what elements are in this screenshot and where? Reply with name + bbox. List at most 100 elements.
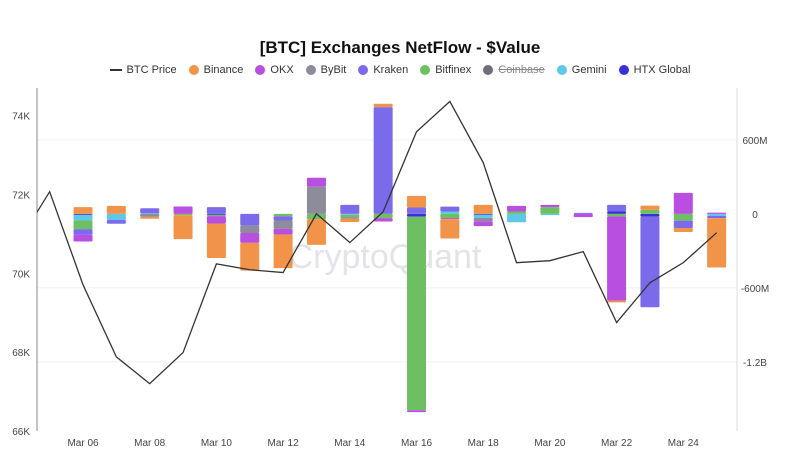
bar-segment-binance bbox=[673, 228, 693, 232]
legend-label: HTX Global bbox=[633, 64, 691, 76]
bar-segment-okx bbox=[407, 410, 426, 413]
bar-segment-kraken bbox=[707, 215, 727, 219]
dot-icon bbox=[188, 65, 199, 75]
bar-segment-bybit bbox=[473, 217, 493, 222]
right-tick-label: 0 bbox=[752, 210, 758, 221]
bar-segment-kraken bbox=[640, 216, 660, 308]
bar-segment-binance bbox=[707, 218, 727, 268]
left-tick-label: 72K bbox=[12, 190, 30, 201]
bar-segment-binance bbox=[140, 216, 160, 219]
right-tick-label: -1.2B bbox=[743, 358, 767, 369]
left-tick-label: 74K bbox=[12, 112, 30, 123]
bar-segment-htx-global bbox=[73, 213, 93, 215]
bar-segment-bitfinex bbox=[440, 213, 460, 219]
bar-segment-bitfinex bbox=[273, 213, 293, 217]
x-tick-label: Mar 06 bbox=[67, 438, 99, 449]
bar-segment-kraken bbox=[673, 220, 693, 229]
x-tick-label: Mar 10 bbox=[201, 438, 233, 449]
left-tick-label: 66K bbox=[12, 427, 30, 438]
legend-item-binance[interactable]: Binance bbox=[188, 64, 244, 76]
bar-segment-binance bbox=[306, 219, 326, 245]
legend-item-coinbase[interactable]: Coinbase bbox=[483, 64, 545, 76]
bar-segment-okx bbox=[573, 213, 593, 218]
legend: BTC Price Binance OKX ByBit Kraken Bitfi… bbox=[0, 64, 800, 76]
bar-segment-bybit bbox=[306, 186, 326, 214]
bar-segment-kraken bbox=[607, 204, 627, 212]
dot-icon bbox=[618, 65, 629, 75]
dot-icon bbox=[483, 65, 494, 75]
x-tick-label: Mar 24 bbox=[668, 438, 700, 449]
legend-item-bybit[interactable]: ByBit bbox=[305, 64, 347, 76]
bar-segment-binance bbox=[440, 219, 460, 239]
legend-item-btc-price[interactable]: BTC Price bbox=[109, 64, 177, 76]
bar-segment-binance bbox=[106, 205, 126, 214]
bar-segment-gemini bbox=[440, 211, 460, 214]
bar-segment-bitfinex bbox=[340, 214, 360, 218]
bar-segment-kraken bbox=[273, 216, 293, 221]
bar-segment-binance bbox=[273, 234, 293, 269]
bar-segment-bitfinex bbox=[407, 216, 426, 411]
bar-segment-bybit bbox=[273, 220, 293, 229]
bar-segment-bitfinex bbox=[640, 209, 660, 214]
bar-segment-kraken bbox=[407, 207, 426, 214]
dot-icon bbox=[358, 65, 369, 75]
bar-segment-kraken bbox=[73, 229, 93, 235]
btc-price-line bbox=[37, 100, 718, 385]
bar-segment-binance bbox=[640, 205, 660, 210]
bar-segment-gemini bbox=[473, 214, 493, 218]
bar-segment-kraken bbox=[373, 107, 393, 214]
legend-item-okx[interactable]: OKX bbox=[255, 64, 294, 76]
dot-icon bbox=[255, 65, 266, 75]
x-tick-label: Mar 12 bbox=[268, 438, 300, 449]
bar-segment-htx-global bbox=[640, 213, 660, 217]
legend-label: Kraken bbox=[373, 64, 409, 76]
legend-label: BTC Price bbox=[126, 64, 177, 76]
bar-segment-binance bbox=[240, 242, 260, 271]
dot-icon bbox=[556, 65, 567, 75]
bar-segment-kraken bbox=[440, 206, 460, 212]
legend-item-htx-global[interactable]: HTX Global bbox=[618, 64, 691, 76]
chart-title: [BTC] Exchanges NetFlow - $Value bbox=[259, 38, 541, 57]
legend-label: Coinbase bbox=[498, 64, 545, 76]
bar-segment-okx bbox=[707, 212, 727, 214]
bar-segment-bybit bbox=[340, 217, 360, 219]
x-tick-label: Mar 18 bbox=[468, 438, 500, 449]
right-tick-label: 600M bbox=[742, 136, 767, 147]
bar-segment-kraken bbox=[140, 208, 160, 214]
bar-segment-binance bbox=[607, 300, 627, 303]
x-tick-label: Mar 22 bbox=[601, 438, 633, 449]
line-swatch-icon bbox=[109, 69, 122, 71]
bar-segment-binance bbox=[173, 215, 193, 240]
x-tick-label: Mar 20 bbox=[534, 438, 566, 449]
bar-segment-okx bbox=[306, 177, 326, 187]
legend-item-gemini[interactable]: Gemini bbox=[556, 64, 607, 76]
legend-label: Binance bbox=[203, 64, 244, 76]
bar-segment-bybit bbox=[240, 225, 260, 233]
bar-segment-okx bbox=[540, 204, 560, 208]
bar-segment-binance bbox=[373, 103, 393, 108]
x-tick-label: Mar 16 bbox=[401, 438, 433, 449]
bar-segment-bitfinex bbox=[673, 213, 693, 221]
legend-item-kraken[interactable]: Kraken bbox=[358, 64, 408, 76]
legend-label: Gemini bbox=[571, 64, 607, 76]
bar-segment-binance bbox=[206, 223, 226, 259]
bar-segment-okx bbox=[206, 216, 226, 224]
bar-segment-okx bbox=[373, 218, 393, 222]
left-tick-label: 70K bbox=[12, 269, 30, 280]
bar-segment-binance bbox=[340, 218, 360, 222]
bar-segment-okx bbox=[673, 192, 693, 214]
legend-label: ByBit bbox=[320, 64, 347, 76]
dot-icon bbox=[305, 65, 316, 75]
bar-segment-gemini bbox=[540, 213, 560, 216]
bar-segment-binance bbox=[407, 195, 426, 208]
bar-segment-gemini bbox=[340, 213, 360, 215]
bar-segment-bybit bbox=[140, 213, 160, 217]
bar-segment-bitfinex bbox=[73, 220, 93, 230]
bar-segment-okx bbox=[440, 218, 460, 220]
legend-label: OKX bbox=[270, 64, 294, 76]
legend-item-bitfinex[interactable]: Bitfinex bbox=[420, 64, 471, 76]
bar-segment-okx bbox=[473, 221, 493, 227]
bar-segment-bitfinex bbox=[206, 214, 226, 217]
bar-segment-kraken bbox=[340, 204, 360, 214]
bar-segment-okx bbox=[73, 234, 93, 242]
